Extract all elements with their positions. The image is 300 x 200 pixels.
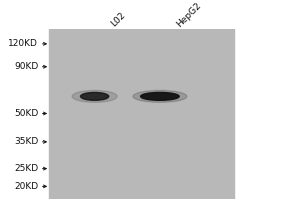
Text: 25KD: 25KD [14, 164, 38, 173]
Text: 90KD: 90KD [14, 62, 38, 71]
Ellipse shape [72, 90, 117, 102]
Ellipse shape [141, 92, 179, 100]
Text: L02: L02 [109, 11, 127, 29]
Text: 50KD: 50KD [14, 109, 38, 118]
Text: 35KD: 35KD [14, 137, 38, 146]
Ellipse shape [80, 92, 109, 100]
Ellipse shape [133, 90, 187, 102]
Text: HepG2: HepG2 [174, 1, 202, 29]
Bar [49, 29, 234, 199]
Text: 120KD: 120KD [8, 39, 38, 48]
Text: 20KD: 20KD [14, 182, 38, 191]
